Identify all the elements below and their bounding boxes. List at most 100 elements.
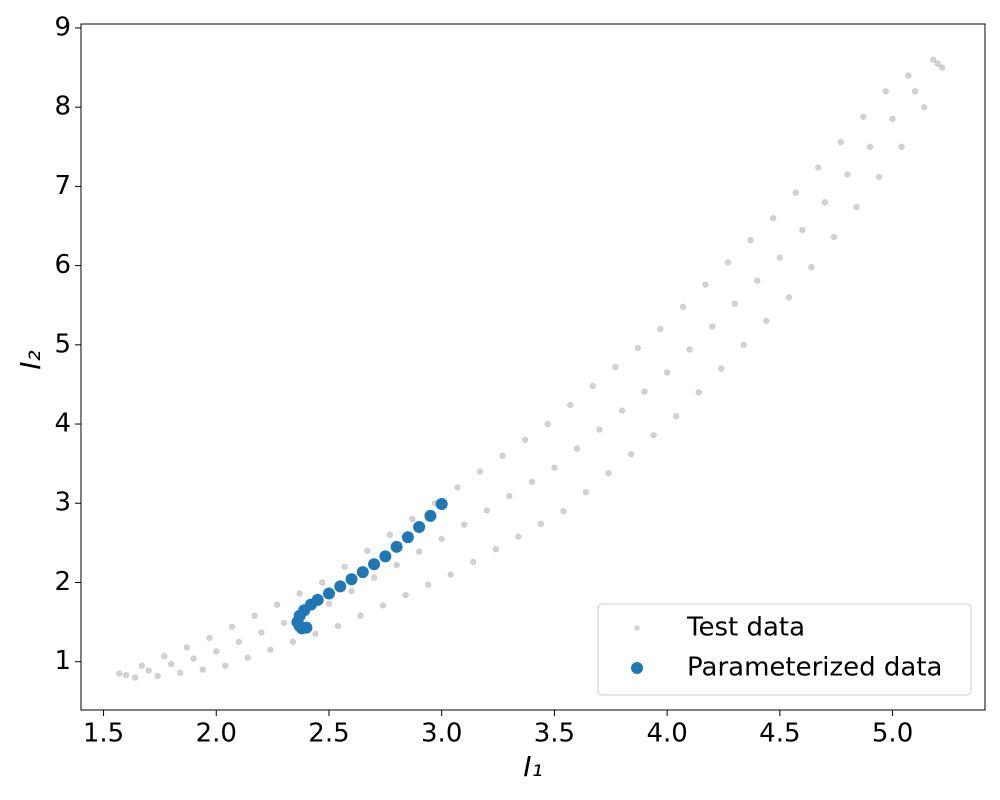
- point: [544, 420, 551, 428]
- point: [280, 619, 288, 627]
- y-tick-label: 6: [54, 250, 71, 280]
- point: [898, 143, 905, 151]
- point: [322, 587, 335, 600]
- point: [325, 600, 333, 608]
- point: [311, 593, 324, 606]
- point: [122, 671, 130, 679]
- point: [312, 630, 319, 638]
- point: [731, 300, 739, 307]
- point: [929, 56, 937, 63]
- point: [402, 591, 409, 599]
- point: [506, 492, 513, 500]
- point: [499, 452, 506, 460]
- point: [221, 662, 229, 669]
- point: [905, 72, 912, 79]
- point: [934, 60, 941, 67]
- point: [413, 521, 426, 534]
- point: [228, 623, 236, 631]
- x-tick-label: 5.0: [872, 719, 913, 749]
- y-tick-label: 9: [54, 12, 71, 42]
- point: [708, 323, 716, 330]
- point: [154, 672, 161, 680]
- point: [199, 666, 207, 673]
- point: [409, 515, 416, 523]
- point: [424, 581, 432, 589]
- x-axis-label: I₁: [523, 750, 542, 783]
- point: [258, 629, 265, 636]
- point: [379, 550, 392, 563]
- point: [859, 113, 867, 120]
- y-tick-label: 3: [54, 488, 71, 518]
- point: [679, 303, 687, 311]
- point: [401, 531, 414, 544]
- point: [611, 363, 619, 371]
- point: [161, 652, 168, 660]
- point: [386, 531, 394, 539]
- point: [560, 507, 567, 515]
- point: [537, 520, 545, 528]
- point: [334, 622, 342, 630]
- point: [657, 325, 664, 333]
- point: [435, 498, 448, 511]
- y-tick-label: 4: [54, 409, 71, 439]
- point: [875, 173, 883, 181]
- point: [521, 436, 529, 444]
- point: [911, 88, 919, 95]
- point: [695, 389, 702, 396]
- point: [469, 558, 477, 566]
- point: [368, 558, 381, 571]
- point: [212, 648, 220, 655]
- point: [318, 579, 326, 586]
- point: [528, 478, 536, 486]
- point: [853, 203, 860, 211]
- point: [167, 660, 175, 668]
- point: [415, 548, 423, 555]
- point: [476, 468, 484, 475]
- point: [618, 407, 626, 414]
- x-tick-label: 4.0: [646, 719, 687, 749]
- point: [356, 566, 369, 579]
- point: [724, 259, 732, 266]
- point: [754, 277, 761, 284]
- point: [837, 138, 845, 146]
- point: [663, 369, 671, 376]
- point: [866, 143, 874, 151]
- point: [176, 669, 184, 677]
- point: [515, 533, 522, 540]
- point: [747, 236, 754, 244]
- point: [244, 654, 252, 662]
- point: [566, 401, 574, 409]
- point: [289, 638, 297, 646]
- x-tick-label: 2.5: [308, 719, 349, 749]
- point: [821, 198, 829, 206]
- point: [650, 431, 657, 439]
- point: [882, 88, 890, 95]
- y-tick-label: 8: [54, 92, 71, 122]
- point: [920, 103, 928, 111]
- point: [785, 293, 793, 301]
- legend-label: Test data: [686, 613, 805, 643]
- point: [345, 573, 358, 586]
- legend-marker: [634, 625, 640, 631]
- point: [814, 164, 822, 171]
- point: [627, 450, 635, 458]
- point: [792, 189, 799, 197]
- point: [702, 281, 709, 288]
- point: [589, 382, 597, 390]
- point: [357, 612, 364, 620]
- plot-frame: [80, 23, 986, 711]
- point: [799, 226, 806, 234]
- x-tick-label: 4.5: [759, 719, 800, 749]
- point: [364, 547, 371, 555]
- point: [447, 571, 455, 578]
- legend-label: Parameterized data: [687, 653, 942, 683]
- point: [116, 670, 123, 677]
- point: [296, 590, 303, 597]
- point: [341, 563, 349, 570]
- point: [483, 507, 491, 514]
- point: [573, 445, 581, 452]
- point: [551, 464, 558, 471]
- point: [390, 540, 403, 553]
